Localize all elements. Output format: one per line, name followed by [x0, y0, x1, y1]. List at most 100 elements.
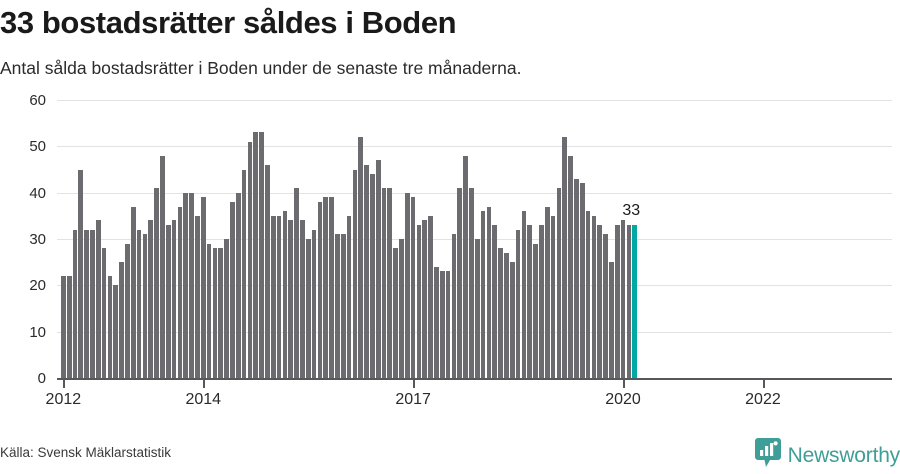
- bar[interactable]: [492, 225, 498, 378]
- bar[interactable]: [183, 192, 189, 378]
- bar[interactable]: [428, 215, 433, 378]
- bar[interactable]: [142, 234, 148, 378]
- bar[interactable]: [165, 225, 171, 378]
- bar[interactable]: [160, 155, 165, 378]
- bar[interactable]: [515, 229, 521, 378]
- bar[interactable]: [230, 201, 235, 378]
- bar[interactable]: [119, 262, 124, 378]
- bar[interactable]: [591, 215, 597, 378]
- bar[interactable]: [253, 132, 259, 378]
- bar[interactable]: [259, 132, 264, 378]
- bar[interactable]: [200, 197, 206, 378]
- bar[interactable]: [521, 211, 527, 378]
- bar[interactable]: [195, 215, 200, 378]
- bar[interactable]: [568, 155, 573, 378]
- bar[interactable]: [189, 192, 194, 378]
- bar[interactable]: [422, 220, 428, 378]
- bar[interactable]: [107, 276, 113, 378]
- bar[interactable]: [224, 239, 229, 378]
- bar[interactable]: [90, 229, 95, 378]
- bar[interactable]: [585, 211, 591, 378]
- bar[interactable]: [171, 220, 177, 378]
- bar[interactable]: [247, 141, 253, 378]
- bar[interactable]: [410, 197, 416, 378]
- bar[interactable]: [579, 183, 585, 378]
- bar[interactable]: [544, 206, 550, 378]
- bar[interactable]: [533, 243, 538, 378]
- bar[interactable]: [609, 262, 614, 378]
- bar[interactable]: [469, 188, 474, 378]
- bar[interactable]: [346, 215, 352, 378]
- bar[interactable]: [265, 164, 270, 378]
- bar[interactable]: [72, 229, 78, 378]
- bar[interactable]: [340, 234, 346, 378]
- bar[interactable]: [620, 220, 626, 378]
- bar[interactable]: [416, 225, 422, 378]
- bar[interactable]: [614, 225, 620, 378]
- bar[interactable]: [364, 164, 369, 378]
- bar[interactable]: [311, 229, 317, 378]
- bar[interactable]: [474, 239, 480, 378]
- bar[interactable]: [241, 169, 247, 378]
- bar[interactable]: [486, 206, 492, 378]
- bar[interactable]: [276, 215, 282, 378]
- bar[interactable]: [603, 234, 608, 378]
- bar[interactable]: [270, 215, 276, 378]
- newsworthy-wordmark: Newsworthy: [787, 444, 900, 467]
- bar[interactable]: [84, 229, 89, 378]
- bar[interactable]: [375, 160, 381, 378]
- bar[interactable]: [480, 211, 486, 378]
- bar[interactable]: [404, 192, 410, 378]
- bar[interactable]: [626, 225, 632, 378]
- bar[interactable]: [509, 262, 515, 378]
- bar[interactable]: [61, 276, 66, 378]
- bar[interactable]: [329, 197, 334, 378]
- bar[interactable]: [352, 169, 358, 378]
- bar[interactable]: [130, 206, 136, 378]
- bar[interactable]: [556, 188, 562, 378]
- bar[interactable]: [282, 211, 288, 378]
- bar[interactable]: [393, 248, 398, 378]
- bar[interactable]: [177, 206, 183, 378]
- bar[interactable]: [78, 169, 84, 378]
- bar[interactable]: [399, 239, 404, 378]
- bar[interactable]: [101, 248, 107, 378]
- bar[interactable]: [451, 234, 457, 378]
- bar[interactable]: [457, 188, 463, 378]
- bar[interactable]: [154, 188, 159, 378]
- bar[interactable]: [445, 271, 451, 378]
- bar[interactable]: [317, 201, 323, 378]
- bar[interactable]: [574, 178, 579, 378]
- bar[interactable]: [300, 220, 305, 378]
- bar[interactable]: [498, 248, 503, 378]
- bar[interactable]: [527, 225, 533, 378]
- bar[interactable]: [206, 243, 212, 378]
- bar[interactable]: [597, 225, 603, 378]
- bar[interactable]: [136, 229, 142, 378]
- bar[interactable]: [95, 220, 101, 378]
- bar[interactable]: [218, 248, 224, 378]
- bar[interactable]: [212, 248, 218, 378]
- bar[interactable]: [381, 188, 387, 378]
- bar[interactable]: [323, 197, 329, 378]
- bar[interactable]: [358, 137, 364, 378]
- bar[interactable]: [335, 234, 340, 378]
- bar[interactable]: [434, 266, 439, 378]
- bar[interactable]: [148, 220, 154, 378]
- bar[interactable]: [288, 220, 294, 378]
- bar[interactable]: [504, 252, 509, 378]
- bar[interactable]: [113, 285, 119, 378]
- bar[interactable]: [439, 271, 445, 378]
- bar[interactable]: [562, 137, 568, 378]
- bar[interactable]: [235, 192, 241, 378]
- bar[interactable]: [463, 155, 468, 378]
- bar[interactable]: [125, 243, 130, 378]
- bar[interactable]: [387, 188, 393, 378]
- bar-highlighted[interactable]: [632, 225, 638, 378]
- bar[interactable]: [294, 188, 299, 378]
- bar[interactable]: [66, 276, 72, 378]
- bar[interactable]: [550, 215, 556, 378]
- bar[interactable]: [369, 174, 375, 378]
- bar[interactable]: [539, 225, 544, 378]
- bar[interactable]: [305, 239, 311, 378]
